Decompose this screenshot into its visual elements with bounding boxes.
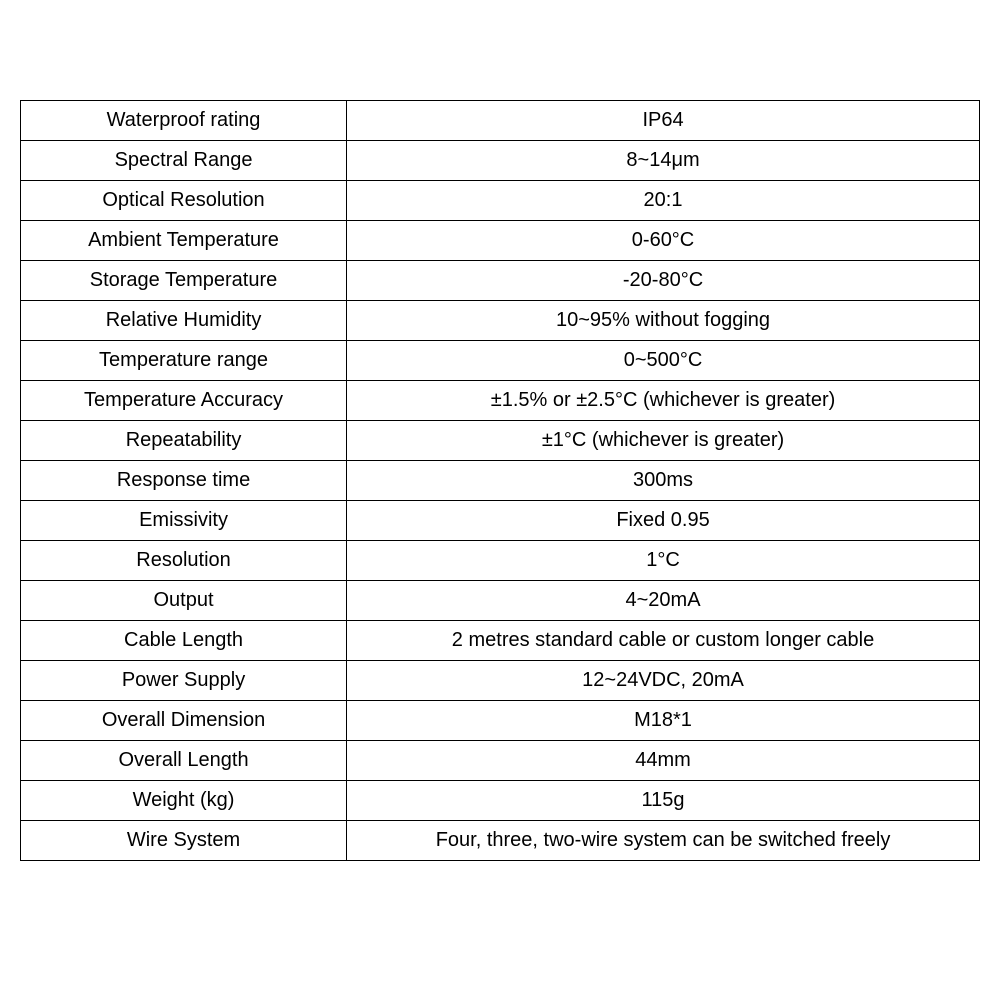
spec-label: Temperature Accuracy xyxy=(21,381,347,421)
spec-value: 10~95% without fogging xyxy=(347,301,980,341)
table-row: Wire System Four, three, two-wire system… xyxy=(21,821,980,861)
spec-label: Wire System xyxy=(21,821,347,861)
table-row: Overall Dimension M18*1 xyxy=(21,701,980,741)
spec-value: 0-60°C xyxy=(347,221,980,261)
spec-value: 44mm xyxy=(347,741,980,781)
table-row: Power Supply 12~24VDC, 20mA xyxy=(21,661,980,701)
table-row: Waterproof rating IP64 xyxy=(21,101,980,141)
table-row: Relative Humidity 10~95% without fogging xyxy=(21,301,980,341)
spec-label: Resolution xyxy=(21,541,347,581)
spec-value: 20:1 xyxy=(347,181,980,221)
spec-label: Spectral Range xyxy=(21,141,347,181)
spec-label: Temperature range xyxy=(21,341,347,381)
spec-value: Fixed 0.95 xyxy=(347,501,980,541)
spec-label: Power Supply xyxy=(21,661,347,701)
spec-label: Response time xyxy=(21,461,347,501)
table-row: Storage Temperature -20-80°C xyxy=(21,261,980,301)
spec-value: 300ms xyxy=(347,461,980,501)
spec-label: Cable Length xyxy=(21,621,347,661)
spec-value: M18*1 xyxy=(347,701,980,741)
table-row: Output 4~20mA xyxy=(21,581,980,621)
spec-label: Repeatability xyxy=(21,421,347,461)
spec-label: Overall Dimension xyxy=(21,701,347,741)
spec-label: Ambient Temperature xyxy=(21,221,347,261)
table-row: Resolution 1°C xyxy=(21,541,980,581)
spec-value: IP64 xyxy=(347,101,980,141)
table-row: Repeatability ±1°C (whichever is greater… xyxy=(21,421,980,461)
specs-table: Waterproof rating IP64 Spectral Range 8~… xyxy=(20,100,980,861)
table-row: Ambient Temperature 0-60°C xyxy=(21,221,980,261)
table-row: Response time 300ms xyxy=(21,461,980,501)
table-row: Cable Length 2 metres standard cable or … xyxy=(21,621,980,661)
spec-label: Output xyxy=(21,581,347,621)
table-row: Weight (kg) 115g xyxy=(21,781,980,821)
spec-value: 12~24VDC, 20mA xyxy=(347,661,980,701)
spec-label: Waterproof rating xyxy=(21,101,347,141)
spec-label: Weight (kg) xyxy=(21,781,347,821)
spec-value: 2 metres standard cable or custom longer… xyxy=(347,621,980,661)
table-row: Temperature Accuracy ±1.5% or ±2.5°C (wh… xyxy=(21,381,980,421)
spec-value: Four, three, two-wire system can be swit… xyxy=(347,821,980,861)
spec-value: -20-80°C xyxy=(347,261,980,301)
spec-label: Emissivity xyxy=(21,501,347,541)
specs-table-body: Waterproof rating IP64 Spectral Range 8~… xyxy=(21,101,980,861)
spec-value: 4~20mA xyxy=(347,581,980,621)
spec-value: 115g xyxy=(347,781,980,821)
table-row: Spectral Range 8~14μm xyxy=(21,141,980,181)
spec-value: 0~500°C xyxy=(347,341,980,381)
table-row: Temperature range 0~500°C xyxy=(21,341,980,381)
spec-label: Overall Length xyxy=(21,741,347,781)
table-row: Overall Length 44mm xyxy=(21,741,980,781)
table-row: Emissivity Fixed 0.95 xyxy=(21,501,980,541)
table-row: Optical Resolution 20:1 xyxy=(21,181,980,221)
spec-value: ±1.5% or ±2.5°C (whichever is greater) xyxy=(347,381,980,421)
spec-label: Storage Temperature xyxy=(21,261,347,301)
spec-label: Optical Resolution xyxy=(21,181,347,221)
spec-value: 1°C xyxy=(347,541,980,581)
spec-value: ±1°C (whichever is greater) xyxy=(347,421,980,461)
spec-label: Relative Humidity xyxy=(21,301,347,341)
spec-value: 8~14μm xyxy=(347,141,980,181)
